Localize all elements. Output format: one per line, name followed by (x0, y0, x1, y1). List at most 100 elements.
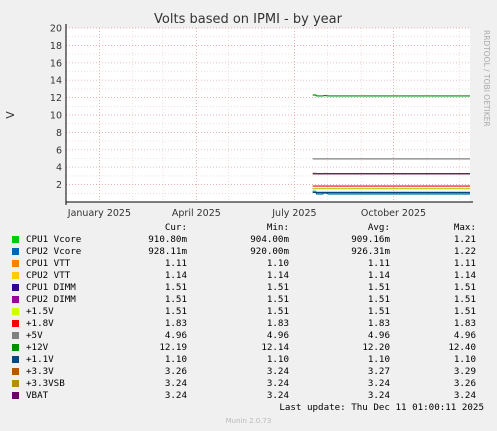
legend-swatch (12, 380, 19, 387)
legend-max-value: 12.40 (448, 342, 476, 353)
legend-min-value: 904.00m (250, 234, 289, 245)
y-tick-label: 2 (56, 180, 62, 191)
col-cur-header: Cur: (164, 222, 187, 233)
y-axis-label: V (4, 111, 17, 119)
legend-swatch (12, 344, 19, 351)
legend-series-name: +3.3V (26, 366, 54, 377)
legend-swatch (12, 284, 19, 291)
legend-cur-value: 928.11m (148, 246, 187, 257)
legend-min-value: 3.24 (266, 390, 289, 401)
x-tick-label: July 2025 (271, 208, 316, 219)
legend-swatch (12, 236, 19, 243)
y-axis-tick-labels: 2 4 6 8 10 12 14 16 18 20 (50, 24, 62, 192)
last-update: Last update: Thu Dec 11 01:00:11 2025 (279, 402, 484, 413)
chart-title: Volts based on IPMI - by year (154, 12, 343, 27)
legend-min-value: 1.10 (266, 354, 289, 365)
legend-cur-value: 3.24 (164, 390, 187, 401)
legend-series-name: +1.1V (26, 354, 54, 365)
y-tick-label: 16 (50, 58, 62, 69)
legend-avg-value: 909.16m (351, 234, 390, 245)
legend-min-value: 4.96 (266, 330, 289, 341)
legend-max-value: 1.21 (453, 234, 476, 245)
legend-min-value: 1.83 (266, 318, 289, 329)
legend-cur-value: 1.51 (164, 294, 187, 305)
legend-series-name: CPU1 DIMM (26, 282, 76, 293)
legend-avg-value: 3.24 (367, 378, 390, 389)
legend-avg-value: 3.24 (367, 390, 390, 401)
legend-min-value: 1.14 (266, 270, 289, 281)
legend-min-value: 920.00m (250, 246, 289, 257)
legend-swatch (12, 332, 19, 339)
legend-avg-value: 1.51 (367, 282, 390, 293)
legend-swatch (12, 392, 19, 399)
legend-cur-value: 1.10 (164, 354, 187, 365)
legend-series-name: +3.3VSB (26, 378, 65, 389)
legend-avg-value: 1.14 (367, 270, 390, 281)
x-tick-label: January 2025 (67, 208, 131, 219)
legend-row: +1.8V 1.83 1.83 1.83 1.83 (12, 318, 486, 330)
legend-cur-value: 1.51 (164, 282, 187, 293)
series-line-cpu2-vcore (312, 190, 470, 195)
legend-cur-value: 3.24 (164, 378, 187, 389)
legend-max-value: 1.83 (453, 318, 476, 329)
rrdtool-credit: RRDTOOL / TOBI OETIKER (482, 30, 491, 127)
legend-series-name: VBAT (26, 390, 49, 401)
legend-max-value: 3.24 (453, 390, 476, 401)
legend-row: +12V 12.19 12.14 12.20 12.40 (12, 342, 486, 354)
x-tick-label: October 2025 (361, 208, 426, 219)
legend-cur-value: 12.19 (159, 342, 187, 353)
legend-max-value: 4.96 (453, 330, 476, 341)
legend-series-name: CPU2 DIMM (26, 294, 76, 305)
legend-series-name: +12V (26, 342, 49, 353)
legend-row: CPU1 VTT 1.11 1.10 1.11 1.11 (12, 258, 486, 270)
legend-row: +5V 4.96 4.96 4.96 4.96 (12, 330, 486, 342)
legend-series-name: CPU2 VTT (26, 270, 71, 281)
munin-version: Munin 2.0.73 (225, 417, 272, 425)
legend-max-value: 1.22 (453, 246, 476, 257)
legend-max-value: 1.14 (453, 270, 476, 281)
legend-avg-value: 1.10 (367, 354, 390, 365)
legend-min-value: 3.24 (266, 378, 289, 389)
legend-max-value: 1.11 (453, 258, 476, 269)
y-tick-label: 14 (50, 76, 62, 87)
col-min-header: Min: (266, 222, 289, 233)
col-avg-header: Avg: (367, 222, 390, 233)
legend-row: +3.3VSB 3.24 3.24 3.24 3.26 (12, 378, 486, 390)
legend-cur-value: 4.96 (164, 330, 187, 341)
legend-row: +1.1V 1.10 1.10 1.10 1.10 (12, 354, 486, 366)
y-tick-label: 6 (56, 145, 62, 156)
legend-avg-value: 1.83 (367, 318, 390, 329)
series-lines (312, 94, 470, 195)
legend-avg-value: 1.51 (367, 306, 390, 317)
legend-row: +3.3V 3.26 3.24 3.27 3.29 (12, 366, 486, 378)
legend-min-value: 1.10 (266, 258, 289, 269)
legend-cur-value: 910.80m (148, 234, 187, 245)
legend-cur-value: 1.51 (164, 306, 187, 317)
legend-cur-value: 1.11 (164, 258, 187, 269)
legend-min-value: 3.24 (266, 366, 289, 377)
legend-max-value: 1.51 (453, 294, 476, 305)
legend-swatch (12, 308, 19, 315)
legend-row: CPU1 Vcore 910.80m 904.00m 909.16m 1.21 (12, 234, 486, 246)
legend-row: +1.5V 1.51 1.51 1.51 1.51 (12, 306, 486, 318)
legend-series-name: CPU1 Vcore (26, 234, 82, 245)
legend-max-value: 3.26 (453, 378, 476, 389)
legend-cur-value: 1.14 (164, 270, 187, 281)
legend-rows: CPU1 Vcore 910.80m 904.00m 909.16m 1.21 CPU2 … (12, 234, 486, 402)
legend-swatch (12, 260, 19, 267)
y-tick-label: 12 (50, 93, 62, 104)
legend-row: CPU2 Vcore 928.11m 920.00m 926.31m 1.22 (12, 246, 486, 258)
legend-swatch (12, 356, 19, 363)
x-axis-tick-labels: January 2025 April 2025 July 2025 October 2… (67, 208, 426, 219)
y-tick-label: 20 (50, 24, 62, 35)
grid (66, 27, 470, 202)
y-tick-label: 8 (56, 128, 62, 139)
legend-min-value: 1.51 (266, 282, 289, 293)
legend-avg-value: 1.11 (367, 258, 390, 269)
legend-row: CPU2 DIMM 1.51 1.51 1.51 1.51 (12, 294, 486, 306)
legend-avg-value: 12.20 (362, 342, 390, 353)
legend-max-value: 1.10 (453, 354, 476, 365)
legend-series-name: +1.5V (26, 306, 54, 317)
legend-series-name: CPU1 VTT (26, 258, 71, 269)
